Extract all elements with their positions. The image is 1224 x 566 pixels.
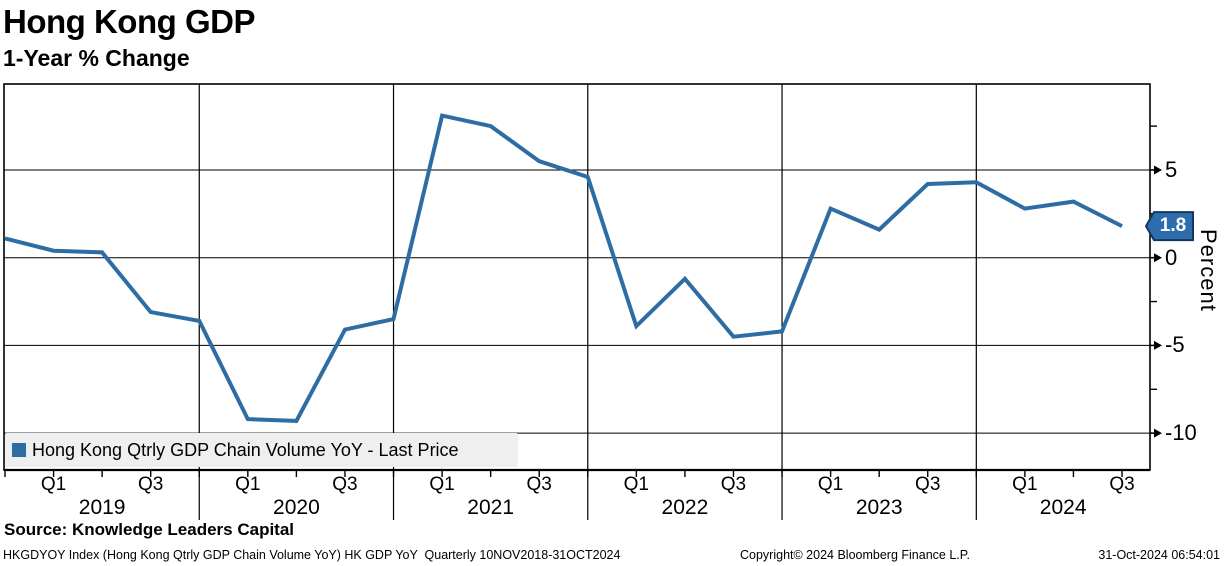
y-tick-arrow-icon <box>1154 340 1162 350</box>
chart-title: Hong Kong GDP <box>3 3 255 40</box>
footer-ticker-info: HKGDYOY Index (Hong Kong Qtrly GDP Chain… <box>3 548 621 562</box>
x-year-label: 2021 <box>467 496 514 519</box>
x-tick-label: Q1 <box>1012 474 1038 495</box>
y-tick-label: 0 <box>1165 244 1178 270</box>
x-tick-label: Q3 <box>720 474 747 495</box>
x-tick-label: Q3 <box>915 474 941 495</box>
x-tick-label: Q1 <box>817 474 844 495</box>
plot-border <box>3 83 1151 471</box>
y-tick-label: 5 <box>1165 156 1178 182</box>
x-tick-label: Q3 <box>526 474 552 495</box>
x-year-label: 2024 <box>1039 496 1087 519</box>
x-tick-label: Q3 <box>1109 474 1135 495</box>
y-tick-label: -5 <box>1165 332 1185 358</box>
source-line: Source: Knowledge Leaders Capital <box>4 520 295 539</box>
x-tick-label: Q3 <box>332 474 358 495</box>
x-tick-label: Q1 <box>623 474 650 495</box>
y-tick-arrow-icon <box>1154 165 1162 175</box>
x-year-label: 2022 <box>661 496 709 519</box>
y-tick-label: -10 <box>1165 420 1197 446</box>
chart-subtitle: 1-Year % Change <box>3 45 190 71</box>
footer-timestamp: 31-Oct-2024 06:54:01 <box>1098 548 1220 562</box>
x-tick-label: Q1 <box>40 474 67 495</box>
legend-label: Hong Kong Qtrly GDP Chain Volume YoY - L… <box>32 439 459 460</box>
x-year-label: 2019 <box>78 496 126 519</box>
footer-copyright: Copyright© 2024 Bloomberg Finance L.P. <box>740 548 970 562</box>
last-price-badge: 1.8 <box>1159 215 1187 237</box>
legend: Hong Kong Qtrly GDP Chain Volume YoY - L… <box>5 433 518 467</box>
last-price-badge-shape <box>1144 211 1194 242</box>
x-tick-label: Q1 <box>429 474 455 495</box>
x-year-label: 2023 <box>855 496 903 519</box>
y-tick-arrow-icon <box>1154 253 1162 263</box>
y-axis-title: Percent <box>1196 229 1221 312</box>
gdp-line-series <box>4 113 1123 423</box>
x-year-label: 2020 <box>273 496 320 519</box>
y-tick-arrow-icon <box>1154 428 1162 438</box>
x-tick-label: Q3 <box>138 474 164 495</box>
x-tick-label: Q1 <box>235 474 261 495</box>
legend-swatch-icon <box>12 443 26 457</box>
